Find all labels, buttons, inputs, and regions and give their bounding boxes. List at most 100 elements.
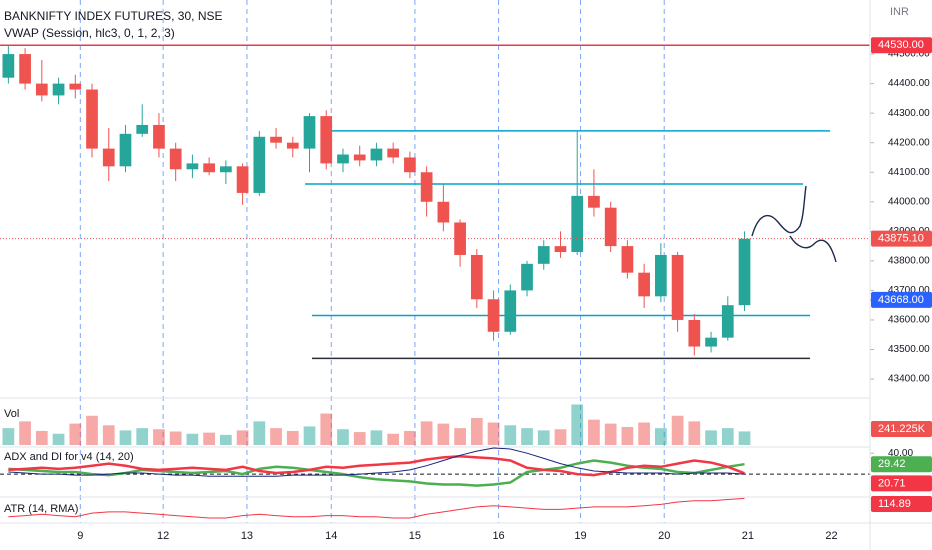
y-tick-label: 43800.00 (888, 256, 930, 267)
volume-bar (671, 415, 684, 445)
volume-bar (153, 429, 165, 445)
volume-bar (236, 430, 249, 445)
volume-bar (220, 434, 232, 445)
volume-bar (119, 430, 132, 445)
candle-body (454, 222, 466, 255)
x-tick-label: 9 (77, 530, 83, 542)
volume-legend: Vol (4, 408, 19, 420)
volume-bar (655, 428, 667, 445)
candle-body (537, 246, 550, 264)
candle-body (487, 299, 500, 332)
adx-line (8, 455, 745, 477)
volume-bar (470, 418, 483, 445)
x-tick-label: 20 (658, 530, 670, 542)
volume-bar (638, 422, 650, 445)
volume-bar (270, 428, 282, 445)
volume-bar (2, 428, 15, 445)
volume-bar (353, 432, 366, 445)
candle-body (470, 254, 483, 300)
candle-body (370, 148, 383, 161)
x-tick-label: 16 (492, 530, 504, 542)
candle-body (2, 54, 15, 78)
volume-label-bg (871, 421, 932, 437)
volume-bar (19, 421, 31, 445)
volume-bar (203, 432, 215, 445)
candle-body (253, 136, 266, 193)
candle-body (353, 154, 366, 161)
candle-body (86, 89, 98, 149)
y-tick-label: 44300.00 (888, 108, 930, 119)
volume-bar (102, 425, 115, 445)
volume-bar (337, 429, 349, 445)
price-labels: 9 12 13 14 15 16 19 20 21 22 43400.00 43500.00 43600… (77, 37, 932, 542)
candle-body (588, 195, 600, 208)
y-tick-label: 43700.00 (888, 285, 930, 296)
last-price-label: 43875.10 (878, 233, 924, 245)
y-tick-label: 43500.00 (888, 344, 930, 355)
volume-bar (721, 428, 734, 445)
hand-drawn-projection (751, 185, 837, 263)
adx-tick-label: 40.00 (888, 448, 913, 459)
candle-body (621, 246, 634, 273)
last-price-label-bg (871, 230, 932, 247)
candle-body (705, 337, 717, 347)
volume-bar (554, 429, 567, 445)
volume-bar (136, 428, 149, 445)
atr-label: 114.89 (878, 498, 911, 510)
chart-title: BANKNIFTY INDEX FUTURES, 30, NSE (4, 9, 223, 23)
volume-bar (169, 431, 182, 445)
y-tick-label: 44200.00 (888, 137, 930, 148)
atr-line (8, 497, 745, 519)
volume-bar (35, 430, 48, 445)
candle-body (420, 172, 433, 202)
x-tick-label: 13 (241, 530, 253, 542)
atr-legend: ATR (14, RMA) (4, 503, 78, 515)
y-tick-label: 43400.00 (888, 374, 930, 385)
candle-body (638, 272, 650, 297)
candle-body (102, 148, 115, 167)
volume-bar (521, 428, 533, 445)
x-tick-label: 14 (325, 530, 337, 542)
volume-bar (571, 404, 584, 445)
candle-body (437, 201, 450, 223)
candle-body (186, 163, 199, 170)
candle-body (303, 116, 316, 149)
candle-body (169, 148, 182, 170)
adx-legend: ADX and DI for v4 (14, 20) (4, 451, 134, 463)
y-tick-label: 44100.00 (888, 167, 930, 178)
candle-body (337, 154, 349, 164)
candle-body (270, 136, 282, 143)
volume-bar (320, 413, 333, 445)
volume-bar (253, 421, 266, 445)
candle-body (153, 124, 165, 149)
volume-bar (487, 422, 500, 445)
indicator-legend: VWAP (Session, hlc3, 0, 1, 2, 3) (4, 26, 175, 40)
volume-bar (303, 426, 316, 445)
volume-bar (52, 433, 65, 445)
adx-line (8, 459, 745, 487)
volume-bar (186, 433, 199, 445)
volume-bar (86, 415, 98, 445)
volume-bar (705, 430, 717, 445)
candle-body (655, 254, 667, 297)
candle-body (521, 263, 533, 291)
y-tick-label: 43600.00 (888, 315, 930, 326)
adx-line (8, 447, 745, 477)
candle-body (220, 166, 232, 173)
vwap-label: 43668.00 (878, 294, 924, 306)
y-tick-label: 44500.00 (888, 49, 930, 60)
volume-bar (688, 421, 701, 445)
alert-price-label-bg (871, 37, 932, 54)
volume-bar (454, 428, 466, 445)
candle-body (136, 124, 149, 134)
volume-bar (437, 423, 450, 445)
candle-body (35, 83, 48, 96)
volume-bar (738, 431, 751, 445)
candle-body (738, 238, 751, 306)
volume-bar (387, 433, 400, 445)
candle-body (236, 166, 249, 193)
adx-value-label-bg (871, 456, 932, 473)
candle-body (404, 157, 416, 173)
